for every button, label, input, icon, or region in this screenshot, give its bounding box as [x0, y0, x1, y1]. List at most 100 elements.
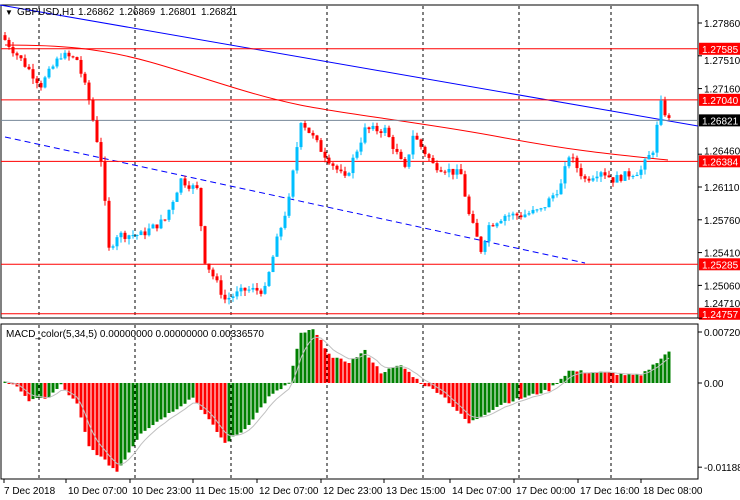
- candle-body: [131, 235, 135, 237]
- candle-body: [371, 125, 375, 130]
- candle-body: [631, 176, 635, 178]
- macd-bar: [59, 383, 63, 385]
- candle-body: [23, 58, 27, 67]
- candle-body: [343, 171, 347, 176]
- macd-bar: [195, 383, 199, 403]
- collapse-arrow-icon[interactable]: ▼: [5, 8, 13, 17]
- macd-bar: [231, 383, 235, 437]
- candle-body: [231, 296, 235, 298]
- candle-body: [443, 171, 447, 173]
- macd-bar: [391, 367, 395, 383]
- macd-bar: [363, 349, 367, 383]
- candle-body: [19, 55, 23, 59]
- candle-body: [591, 178, 595, 181]
- candle-body: [163, 219, 167, 221]
- macd-bar: [19, 383, 23, 392]
- macd-bar: [483, 383, 487, 415]
- macd-bar: [107, 383, 111, 466]
- macd-bar: [655, 363, 659, 383]
- candle-body: [487, 225, 491, 242]
- candle-body: [471, 214, 475, 223]
- candle-body: [555, 194, 559, 196]
- macd-bar: [495, 383, 499, 407]
- macd-bar: [583, 372, 587, 383]
- macd-tick-label: 0.00: [704, 379, 724, 390]
- macd-bar: [551, 383, 555, 386]
- candle-body: [143, 231, 147, 236]
- candle-body: [87, 82, 91, 100]
- macd-bar: [435, 383, 439, 393]
- macd-bar: [259, 383, 263, 408]
- macd-bar: [387, 368, 391, 383]
- candle-body: [243, 287, 247, 291]
- candle-body: [147, 228, 151, 236]
- candle-body: [607, 175, 611, 178]
- time-label: 13 Dec 15:00: [386, 486, 446, 497]
- macd-bar: [187, 383, 191, 400]
- candle-body: [111, 246, 115, 248]
- candle-body: [47, 68, 51, 78]
- candle-body: [59, 58, 63, 60]
- candle-body: [67, 52, 71, 57]
- macd-bar: [79, 383, 83, 418]
- candle-body: [119, 232, 123, 238]
- candle-body: [183, 178, 187, 186]
- moving-average-line: [4, 44, 669, 161]
- candle-body: [99, 142, 103, 162]
- candle-body: [435, 163, 439, 171]
- candle-body: [507, 215, 511, 217]
- macd-bar: [335, 357, 339, 383]
- level-price-tag: [699, 258, 740, 271]
- price-tick-label: 1.26460: [704, 146, 740, 157]
- candle-body: [227, 297, 231, 300]
- macd-bar: [399, 365, 403, 383]
- candle-body: [11, 46, 15, 54]
- candle-body: [91, 99, 95, 121]
- macd-bar: [27, 383, 31, 402]
- candle-body: [7, 39, 11, 47]
- time-label: 17 Dec 16:00: [580, 486, 640, 497]
- candle-body: [123, 232, 127, 239]
- macd-bar: [575, 371, 579, 383]
- candle-body: [327, 157, 331, 164]
- macd-bar: [179, 383, 183, 407]
- candle-body: [383, 127, 387, 134]
- candle-body: [367, 127, 371, 130]
- candle-body: [647, 154, 651, 160]
- macd-bar: [75, 383, 79, 404]
- candle-body: [291, 170, 295, 197]
- candle-body: [267, 272, 271, 286]
- candle-body: [391, 136, 395, 149]
- candle-body: [223, 294, 227, 300]
- candle-body: [419, 139, 423, 147]
- candle-body: [459, 169, 463, 175]
- candle-body: [263, 285, 267, 294]
- macd-bar: [163, 383, 167, 418]
- macd-bar: [71, 383, 75, 399]
- macd-bar: [479, 383, 483, 417]
- macd-bar: [171, 383, 175, 412]
- macd-bar: [627, 373, 631, 383]
- macd-bar: [279, 383, 283, 390]
- macd-bar: [643, 371, 647, 383]
- macd-bar: [463, 383, 467, 419]
- candle-body: [563, 166, 567, 184]
- macd-bar: [191, 383, 195, 398]
- macd-bar: [459, 383, 463, 414]
- header-high: 1.26869: [119, 7, 156, 18]
- macd-bar: [123, 383, 127, 460]
- candle-body: [667, 115, 671, 118]
- candle-body: [655, 124, 659, 153]
- candle-body: [319, 140, 323, 152]
- candle-body: [415, 135, 419, 140]
- macd-bar: [15, 383, 19, 387]
- candle-body: [463, 174, 467, 197]
- level-price-label: 1.26384: [702, 157, 739, 168]
- candle-body: [283, 215, 287, 228]
- candle-body: [331, 163, 335, 166]
- candle-body: [71, 56, 75, 58]
- price-tick-label: 1.25410: [704, 249, 740, 260]
- macd-bar: [559, 378, 563, 383]
